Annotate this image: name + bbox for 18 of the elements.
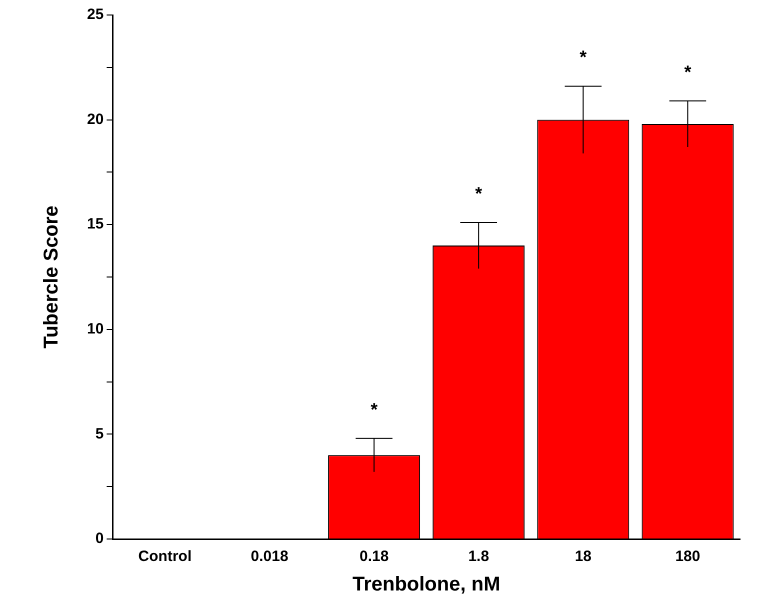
x-tick-label: 18 (574, 548, 592, 566)
annotation: * (475, 183, 482, 204)
y-tick-label: 0 (95, 530, 104, 548)
annotation: * (580, 47, 587, 68)
y-tick-label: 5 (95, 425, 104, 442)
x-tick-label: 1.8 (468, 548, 490, 566)
y-axis-title: Tubercle Score (40, 205, 63, 349)
x-tick-label: Control (138, 548, 192, 566)
y-tick-label: 15 (86, 216, 104, 233)
annotation: * (370, 399, 378, 420)
x-tick-label: 180 (675, 548, 700, 566)
x-tick-label: 0.018 (250, 548, 288, 566)
y-tick-label: 20 (86, 110, 104, 128)
y-tick-label: 25 (86, 6, 104, 24)
y-tick-label: 10 (86, 320, 104, 338)
x-axis-title: Trenbolone, nM (352, 574, 500, 596)
annotation: * (684, 62, 692, 82)
x-tick-label: 0.18 (359, 548, 389, 566)
